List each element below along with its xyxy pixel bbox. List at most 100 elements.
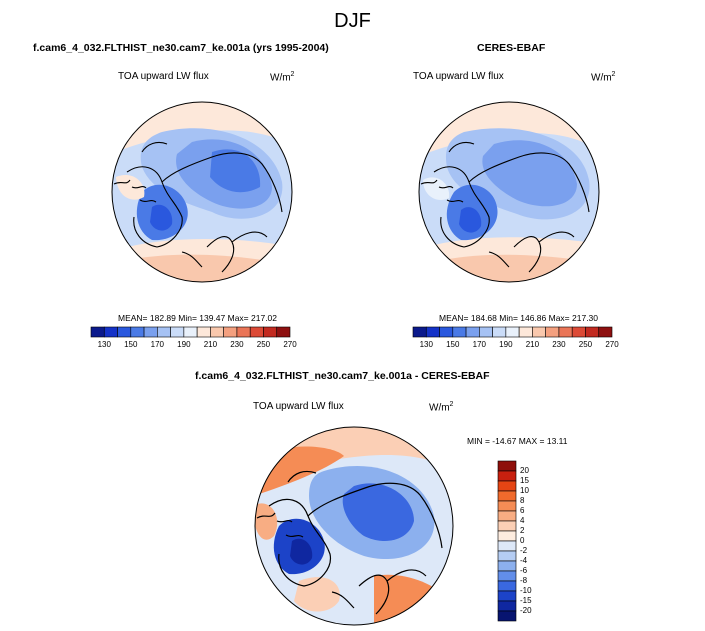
colorbar-tick-label: -2 [520,546,528,555]
diff-stats: MIN = -14.67 MAX = 13.11 [467,436,568,446]
obs-colorbar [412,326,613,338]
colorbar-swatch [497,550,517,562]
colorbar-swatch [236,326,251,338]
colorbar-tick-label: -6 [520,566,528,575]
colorbar-swatch [157,326,171,338]
diff-cold-region-arctic [342,483,414,541]
colorbar-tick-label: 6 [520,506,525,515]
model-panel-title: f.cam6_4_032.FLTHIST_ne30.cam7_ke.001a (… [33,42,329,54]
colorbar-swatch [439,326,454,338]
colorbar-tick-label: 270 [605,340,619,349]
colorbar-swatch [497,520,517,532]
colorbar-tick-label: 20 [520,466,529,475]
obs-stats: MEAN= 184.68 Min= 146.86 Max= 217.30 [439,313,599,323]
colorbar-swatch [452,326,467,338]
diff-colorbar [497,460,517,622]
colorbar-swatch [130,326,145,338]
colorbar-swatch [497,590,517,602]
colorbar-swatch [90,326,105,338]
colorbar-swatch [183,326,198,338]
colorbar-swatch [497,560,517,572]
model-variable-label: TOA upward LW flux [118,71,209,82]
model-colorbar [90,326,291,338]
colorbar-swatch [465,326,480,338]
diff-panel-title: f.cam6_4_032.FLTHIST_ne30.cam7_ke.001a -… [195,370,490,382]
colorbar-swatch [143,326,158,338]
colorbar-swatch [497,530,517,542]
colorbar-swatch [103,326,118,338]
colorbar-swatch [117,326,132,338]
obs-coastlines [420,141,590,273]
model-units-label: W/m2 [270,71,295,84]
colorbar-tick-label: 250 [256,340,271,349]
colorbar-swatch [497,490,517,502]
diff-units-label: W/m2 [429,401,454,414]
obs-map [418,101,600,283]
colorbar-tick-label: -20 [520,606,532,615]
colorbar-swatch [497,580,517,592]
obs-coldest-region-greenland [459,207,482,233]
diff-warm-region-west [255,503,278,540]
colorbar-swatch [585,326,600,338]
colorbar-swatch [558,326,573,338]
colorbar-tick-label: 10 [520,486,529,495]
colorbar-swatch [492,326,507,338]
main-title: DJF [334,10,371,32]
model-map [111,101,293,283]
colorbar-swatch [276,326,291,338]
colorbar-swatch [170,326,185,338]
colorbar-tick-label: 190 [177,340,191,349]
model-warm-region-west [116,174,145,200]
colorbar-swatch [210,326,224,338]
diff-warm-region-south [294,577,340,612]
model-coldest-region-greenland [150,204,173,231]
model-coastlines [113,141,283,273]
colorbar-tick-label: -8 [520,576,528,585]
colorbar-swatch [412,326,427,338]
obs-warmer-region-south [419,254,599,282]
colorbar-swatch [425,326,440,338]
model-warmer-region-south [112,254,292,282]
colorbar-tick-label: 8 [520,496,525,505]
colorbar-swatch [497,610,517,622]
colorbar-tick-label: 170 [150,340,164,349]
colorbar-swatch [497,510,517,522]
colorbar-swatch [479,326,493,338]
colorbar-tick-label: 0 [520,536,525,545]
colorbar-tick-label: 130 [419,340,433,349]
colorbar-swatch [249,326,264,338]
diff-map [254,426,454,626]
colorbar-tick-label: -10 [520,586,532,595]
colorbar-tick-label: 210 [525,340,540,349]
diff-map-border [254,426,454,626]
diff-variable-label: TOA upward LW flux [253,401,344,412]
diff-coastlines [256,470,443,615]
model-map-border [111,101,293,283]
colorbar-tick-label: 170 [472,340,486,349]
colorbar-tick-label: 130 [97,340,111,349]
colorbar-tick-label: 2 [520,526,525,535]
colorbar-swatch [532,326,546,338]
model-stats: MEAN= 182.89 Min= 139.47 Max= 217.02 [118,313,278,323]
colorbar-tick-label: -15 [520,596,532,605]
colorbar-swatch [263,326,278,338]
obs-map-border [418,101,600,283]
diff-coldest-region-greenland [290,538,313,565]
obs-panel-title: CERES-EBAF [477,42,546,54]
colorbar-swatch [518,326,533,338]
colorbar-tick-label: 150 [124,340,138,349]
colorbar-swatch [497,480,517,492]
obs-variable-label: TOA upward LW flux [413,71,504,82]
colorbar-tick-label: 4 [520,516,525,525]
colorbar-tick-label: 190 [499,340,513,349]
colorbar-tick-label: 230 [230,340,244,349]
colorbar-tick-label: -4 [520,556,528,565]
colorbar-swatch [223,326,238,338]
colorbar-swatch [598,326,613,338]
colorbar-tick-label: 15 [520,476,529,485]
colorbar-swatch [497,570,517,582]
model-coldest-region-siberia [210,149,261,193]
colorbar-swatch [196,326,211,338]
colorbar-tick-label: 250 [578,340,593,349]
colorbar-tick-label: 230 [552,340,566,349]
